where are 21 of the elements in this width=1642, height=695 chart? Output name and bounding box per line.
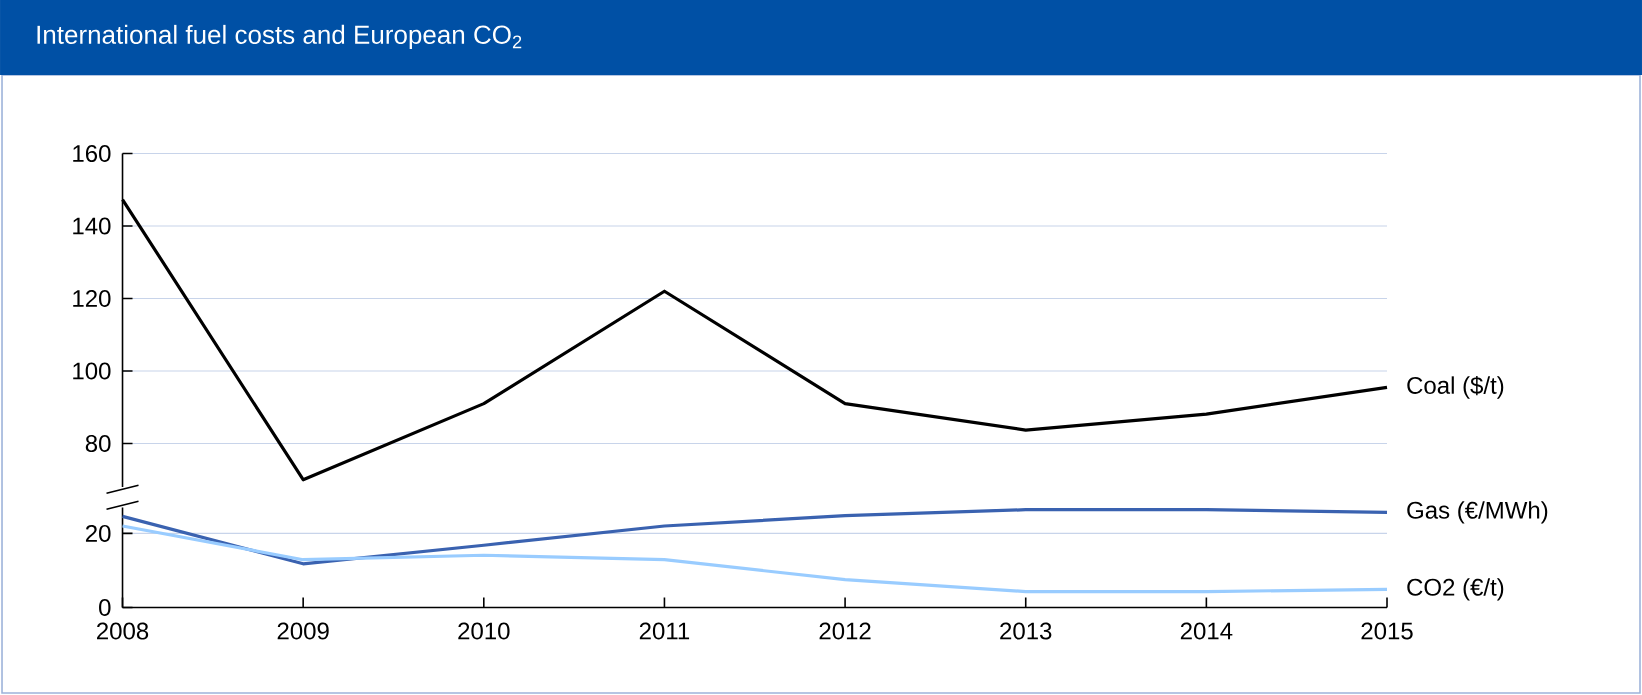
y-tick-label: 120: [73, 290, 111, 307]
y-tick-label: 0: [99, 599, 111, 616]
line-series: [120, 508, 1389, 566]
y-tick-label: 100: [73, 362, 111, 380]
chart-title: International fuel costs and European CO$_{2}$: [37, 24, 522, 50]
x-tick-label: 2014: [1180, 622, 1233, 640]
x-tick-label: 2012: [819, 622, 871, 640]
y-tick-label: 20: [85, 524, 111, 542]
series-label: Gas (€/MWh): [1407, 501, 1548, 524]
x-tick-label: 2009: [277, 622, 329, 640]
x-tick-label: 2010: [458, 622, 510, 640]
y-tick-label: 160: [73, 145, 111, 162]
series-label: Coal ($/t): [1407, 375, 1504, 399]
y-tick-label: 80: [85, 435, 111, 452]
y-tick-label: 140: [73, 217, 111, 235]
series-label: CO2 (€/t): [1407, 578, 1504, 601]
x-tick-label: 2013: [1000, 622, 1052, 640]
x-tick-label: 2008: [97, 622, 149, 640]
x-tick-label: 2011: [639, 622, 690, 640]
line-series: [120, 524, 1389, 594]
x-tick-label: 2015: [1361, 622, 1413, 640]
